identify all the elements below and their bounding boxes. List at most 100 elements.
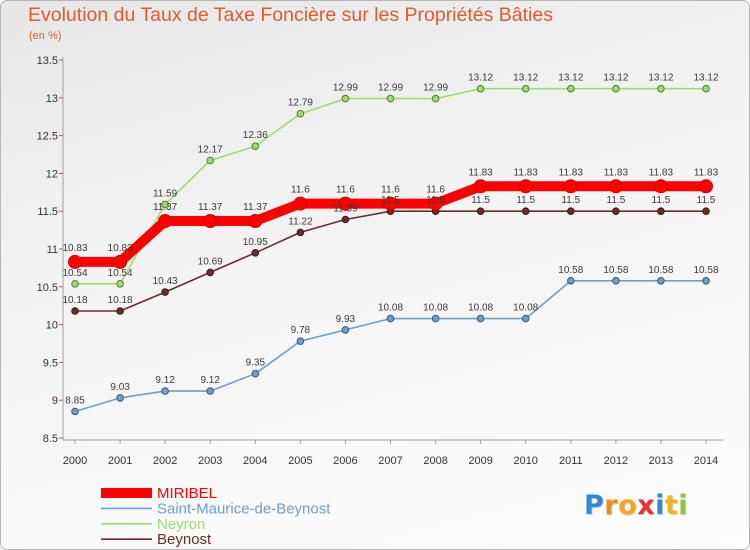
x-tick-label: 2002 bbox=[153, 455, 177, 467]
data-label-miribel-2014: 11.83 bbox=[694, 167, 719, 178]
point-miribel-2010 bbox=[518, 179, 533, 194]
proxiti-logo: Proxiti bbox=[584, 490, 688, 522]
data-labels-saint-maurice-de-beynost: 8.85 9.03 9.12 9.12 9.35 9.78 9.93 10.08 10.08 10… bbox=[65, 265, 719, 407]
data-label-neyron-2012: 13.12 bbox=[603, 73, 628, 84]
x-tick-label: 2008 bbox=[423, 455, 447, 467]
point-saint-maurice-de-beynost-2008 bbox=[431, 314, 440, 323]
data-label-beynost-2012: 11.5 bbox=[607, 195, 626, 206]
data-label-saint-maurice-de-beynost-2003: 9.12 bbox=[200, 375, 220, 386]
x-tick-label: 2009 bbox=[468, 455, 492, 467]
point-saint-maurice-de-beynost-2014 bbox=[702, 277, 710, 285]
point-miribel-2008 bbox=[428, 196, 443, 211]
data-label-neyron-2009: 13.12 bbox=[468, 73, 493, 84]
data-label-beynost-2013: 11.5 bbox=[652, 195, 671, 206]
point-neyron-2009 bbox=[476, 84, 485, 93]
point-saint-maurice-de-beynost-2013 bbox=[657, 277, 665, 285]
data-label-beynost-2010: 11.5 bbox=[516, 195, 535, 206]
point-saint-maurice-de-beynost-2005 bbox=[296, 337, 305, 346]
y-tick-label: 9 bbox=[52, 395, 58, 407]
point-miribel-2012 bbox=[608, 179, 623, 194]
legend-label-neyron: Neyron bbox=[157, 516, 205, 533]
legend-item-neyron: Neyron bbox=[101, 516, 205, 533]
legend-label-miribel: MIRIBEL bbox=[157, 485, 217, 502]
point-saint-maurice-de-beynost-2012 bbox=[612, 277, 620, 285]
data-label-neyron-2013: 13.12 bbox=[648, 73, 673, 84]
data-label-miribel-2013: 11.83 bbox=[649, 167, 674, 178]
logo-letter: o bbox=[618, 490, 638, 521]
data-labels-beynost: 10.18 10.18 10.43 10.69 10.95 11.22 11.39 11.5 1… bbox=[62, 195, 715, 306]
point-saint-maurice-de-beynost-2007 bbox=[386, 314, 395, 323]
x-axis-ticks: 2000 2001 2002 2003 2004 2005 2006 2007 2008 2009… bbox=[63, 440, 718, 467]
y-tick-label: 10.5 bbox=[37, 282, 58, 294]
legend-item-saint-maurice-de-beynost: Saint-Maurice-de-Beynost bbox=[101, 500, 331, 517]
point-saint-maurice-de-beynost-2001 bbox=[116, 394, 124, 402]
logo-letter: i bbox=[678, 490, 689, 521]
point-saint-maurice-de-beynost-2002 bbox=[161, 387, 169, 395]
data-label-saint-maurice-de-beynost-2007: 10.08 bbox=[378, 303, 403, 314]
point-saint-maurice-de-beynost-2006 bbox=[341, 326, 350, 334]
data-label-beynost-2001: 10.18 bbox=[108, 295, 133, 306]
data-label-neyron-2005: 12.79 bbox=[288, 98, 313, 109]
point-neyron-2007 bbox=[386, 94, 395, 103]
point-miribel-2003 bbox=[203, 214, 218, 228]
point-neyron-2001 bbox=[116, 280, 124, 288]
point-miribel-2011 bbox=[563, 179, 578, 194]
data-label-miribel-2004: 11.37 bbox=[243, 202, 268, 213]
x-tick-label: 2001 bbox=[108, 455, 132, 467]
point-miribel-2009 bbox=[473, 179, 488, 194]
data-label-saint-maurice-de-beynost-2008: 10.08 bbox=[423, 303, 448, 314]
data-label-neyron-2001: 10.54 bbox=[108, 268, 133, 279]
series-neyron bbox=[71, 84, 710, 288]
y-tick-label: 11.5 bbox=[37, 206, 58, 218]
data-label-miribel-2011: 11.83 bbox=[559, 167, 584, 178]
x-tick-label: 2007 bbox=[378, 455, 402, 467]
point-beynost-2003 bbox=[206, 268, 214, 277]
point-saint-maurice-de-beynost-2000 bbox=[71, 407, 79, 416]
data-label-miribel-2000: 10.83 bbox=[62, 243, 87, 254]
data-label-saint-maurice-de-beynost-2000: 8.85 bbox=[65, 396, 85, 407]
legend-item-beynost: Beynost bbox=[101, 531, 212, 548]
data-label-beynost-2006: 11.39 bbox=[333, 204, 358, 215]
legend-item-miribel: MIRIBEL bbox=[101, 485, 217, 502]
point-miribel-2006 bbox=[338, 196, 353, 211]
x-tick-label: 2014 bbox=[694, 455, 718, 467]
point-beynost-2002 bbox=[161, 288, 169, 296]
series-miribel bbox=[68, 179, 713, 269]
data-label-saint-maurice-de-beynost-2013: 10.58 bbox=[648, 265, 673, 276]
point-beynost-2014 bbox=[702, 207, 710, 215]
logo-letter: t bbox=[664, 490, 679, 521]
data-label-saint-maurice-de-beynost-2004: 9.35 bbox=[246, 358, 266, 369]
data-label-beynost-2003: 10.69 bbox=[198, 256, 223, 267]
x-tick-label: 2004 bbox=[243, 455, 267, 467]
legend-label-saint-maurice-de-beynost: Saint-Maurice-de-Beynost bbox=[157, 500, 331, 517]
point-neyron-2004 bbox=[251, 142, 260, 150]
x-tick-label: 2005 bbox=[288, 455, 312, 467]
point-neyron-2002 bbox=[161, 200, 169, 209]
y-tick-label: 12.5 bbox=[37, 131, 58, 143]
y-axis-ticks: 8.5 9 9.5 10 10.5 11 11.5 12 12.5 13 13.5 bbox=[37, 55, 63, 445]
x-tick-label: 2011 bbox=[559, 455, 583, 467]
point-neyron-2003 bbox=[206, 156, 214, 165]
y-tick-label: 9.5 bbox=[43, 357, 58, 369]
data-label-neyron-2011: 13.12 bbox=[558, 73, 583, 84]
legend: MIRIBELSaint-Maurice-de-BeynostNeyronBey… bbox=[101, 485, 331, 548]
data-label-miribel-2008: 11.6 bbox=[426, 185, 445, 196]
chart-subtitle: (en %) bbox=[29, 30, 62, 42]
point-beynost-2010 bbox=[521, 207, 530, 215]
series-saint-maurice-de-beynost bbox=[71, 277, 710, 416]
logo-letter: i bbox=[655, 490, 665, 521]
point-miribel-2013 bbox=[653, 179, 668, 194]
point-beynost-2000 bbox=[71, 307, 79, 315]
data-label-neyron-2000: 10.54 bbox=[62, 268, 87, 279]
point-beynost-2013 bbox=[657, 207, 665, 215]
point-neyron-2000 bbox=[71, 280, 79, 288]
y-tick-label: 13 bbox=[46, 93, 58, 105]
data-labels-neyron: 10.54 10.54 11.59 12.17 12.36 12.79 12.99 12.99… bbox=[62, 73, 718, 279]
data-label-beynost-2014: 11.5 bbox=[697, 195, 716, 206]
point-miribel-2014 bbox=[699, 179, 713, 194]
data-label-saint-maurice-de-beynost-2009: 10.08 bbox=[468, 303, 493, 314]
x-tick-label: 2003 bbox=[198, 455, 222, 467]
point-neyron-2008 bbox=[431, 94, 440, 103]
y-tick-label: 11 bbox=[47, 244, 58, 256]
